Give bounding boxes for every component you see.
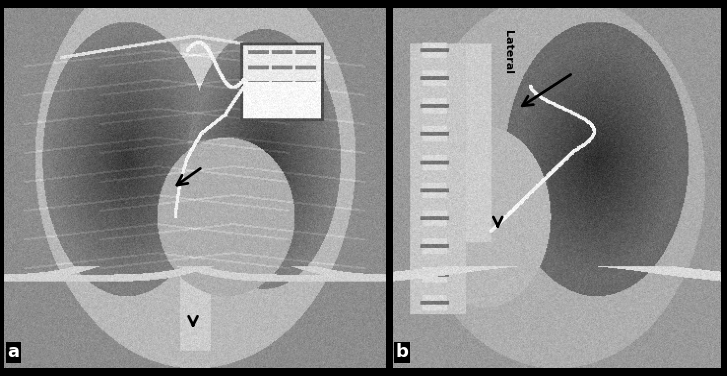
Text: Lateral: Lateral [502,30,513,74]
Text: a: a [7,343,20,361]
Text: b: b [396,343,409,361]
